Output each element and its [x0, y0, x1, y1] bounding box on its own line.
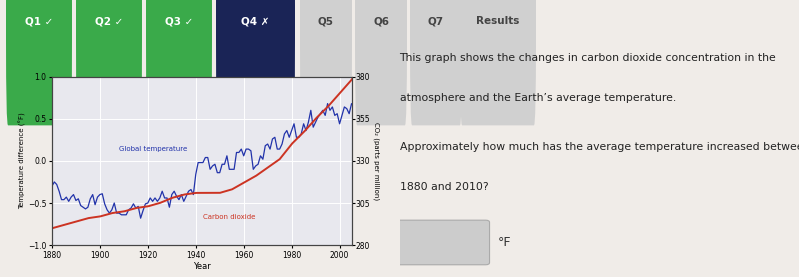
Text: Q7: Q7 — [428, 16, 444, 27]
Text: Q3 ✓: Q3 ✓ — [165, 16, 193, 27]
FancyBboxPatch shape — [396, 220, 490, 265]
Text: °F: °F — [497, 236, 511, 249]
Text: This graph shows the changes in carbon dioxide concentration in the: This graph shows the changes in carbon d… — [400, 53, 777, 63]
Text: atmosphere and the Earth’s average temperature.: atmosphere and the Earth’s average tempe… — [400, 93, 676, 103]
FancyBboxPatch shape — [300, 0, 352, 125]
FancyBboxPatch shape — [460, 0, 536, 125]
FancyBboxPatch shape — [76, 0, 142, 125]
Polygon shape — [245, 45, 267, 58]
Y-axis label: Temperature difference (°F): Temperature difference (°F) — [19, 112, 26, 209]
Text: Q6: Q6 — [373, 16, 389, 27]
Text: Global temperature: Global temperature — [119, 146, 187, 152]
Y-axis label: CO₂ (parts per million): CO₂ (parts per million) — [373, 122, 380, 200]
Text: Q2 ✓: Q2 ✓ — [95, 16, 123, 27]
Text: 1880 and 2010?: 1880 and 2010? — [400, 182, 488, 192]
FancyBboxPatch shape — [146, 0, 212, 125]
Text: Carbon dioxide: Carbon dioxide — [203, 214, 256, 220]
Text: Results: Results — [476, 16, 519, 27]
Text: Q1 ✓: Q1 ✓ — [25, 16, 54, 27]
FancyBboxPatch shape — [410, 0, 462, 125]
FancyBboxPatch shape — [216, 0, 295, 125]
FancyBboxPatch shape — [6, 0, 72, 125]
FancyBboxPatch shape — [355, 0, 407, 125]
Text: Q5: Q5 — [318, 16, 334, 27]
X-axis label: Year: Year — [193, 263, 211, 271]
Text: Q4 ✗: Q4 ✗ — [241, 16, 270, 27]
Text: Approximately how much has the average temperature increased between: Approximately how much has the average t… — [400, 142, 799, 152]
